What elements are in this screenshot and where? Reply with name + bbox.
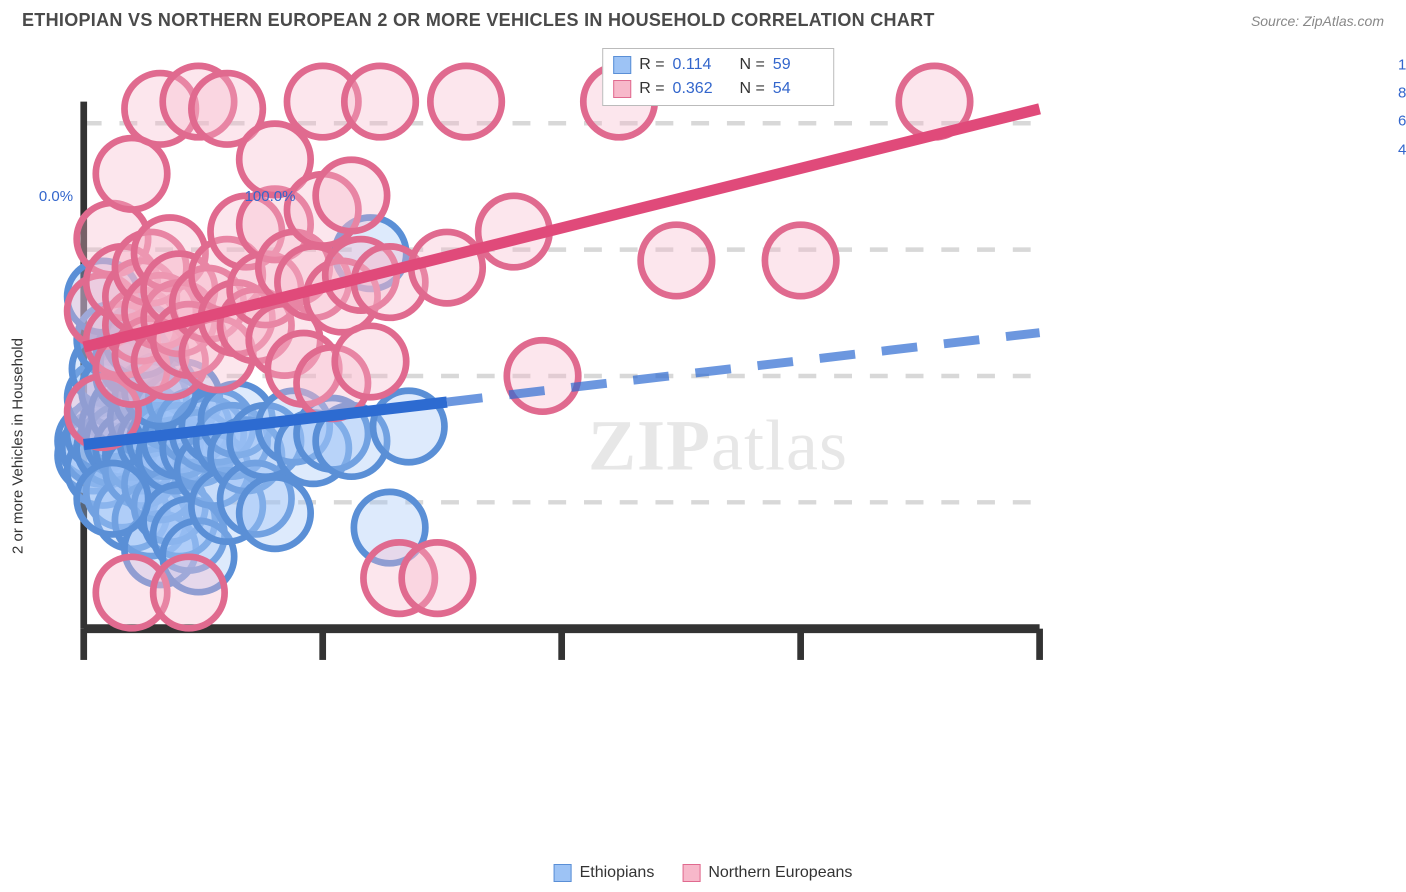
r-value: 0.362 [673,77,723,101]
legend-item: Ethiopians [554,864,655,882]
y-axis-label: 2 or more Vehicles in Household [10,338,27,554]
legend-swatch [682,864,700,882]
y-tick-label: 82.5% [1398,85,1406,102]
chart-header: ETHIOPIAN VS NORTHERN EUROPEAN 2 OR MORE… [0,0,1406,39]
stats-legend-row: R = 0.114 N = 59 [613,53,823,77]
n-value: 59 [773,53,823,77]
n-label: N = [731,77,765,101]
r-label: R = [639,53,664,77]
y-tick-label: 47.5% [1398,141,1406,158]
series-legend: Ethiopians Northern Europeans [554,864,853,882]
y-tick-label: 65.0% [1398,113,1406,130]
legend-item: Northern Europeans [682,864,852,882]
stats-legend: R = 0.114 N = 59 R = 0.362 N = 54 [602,48,834,106]
legend-swatch [613,56,631,74]
x-tick-label: 100.0% [245,188,296,205]
n-value: 54 [773,77,823,101]
chart-title: ETHIOPIAN VS NORTHERN EUROPEAN 2 OR MORE… [22,10,935,31]
scatter-plot [48,48,1388,718]
chart-area: 2 or more Vehicles in Household ZIPatlas… [48,48,1388,844]
legend-label: Northern Europeans [708,864,852,882]
y-tick-label: 100.0% [1398,56,1406,73]
chart-source: Source: ZipAtlas.com [1251,13,1384,29]
legend-swatch [554,864,572,882]
legend-label: Ethiopians [580,864,655,882]
n-label: N = [731,53,765,77]
legend-swatch [613,80,631,98]
r-value: 0.114 [673,53,723,77]
x-tick-label: 0.0% [39,188,73,205]
r-label: R = [639,77,664,101]
stats-legend-row: R = 0.362 N = 54 [613,77,823,101]
